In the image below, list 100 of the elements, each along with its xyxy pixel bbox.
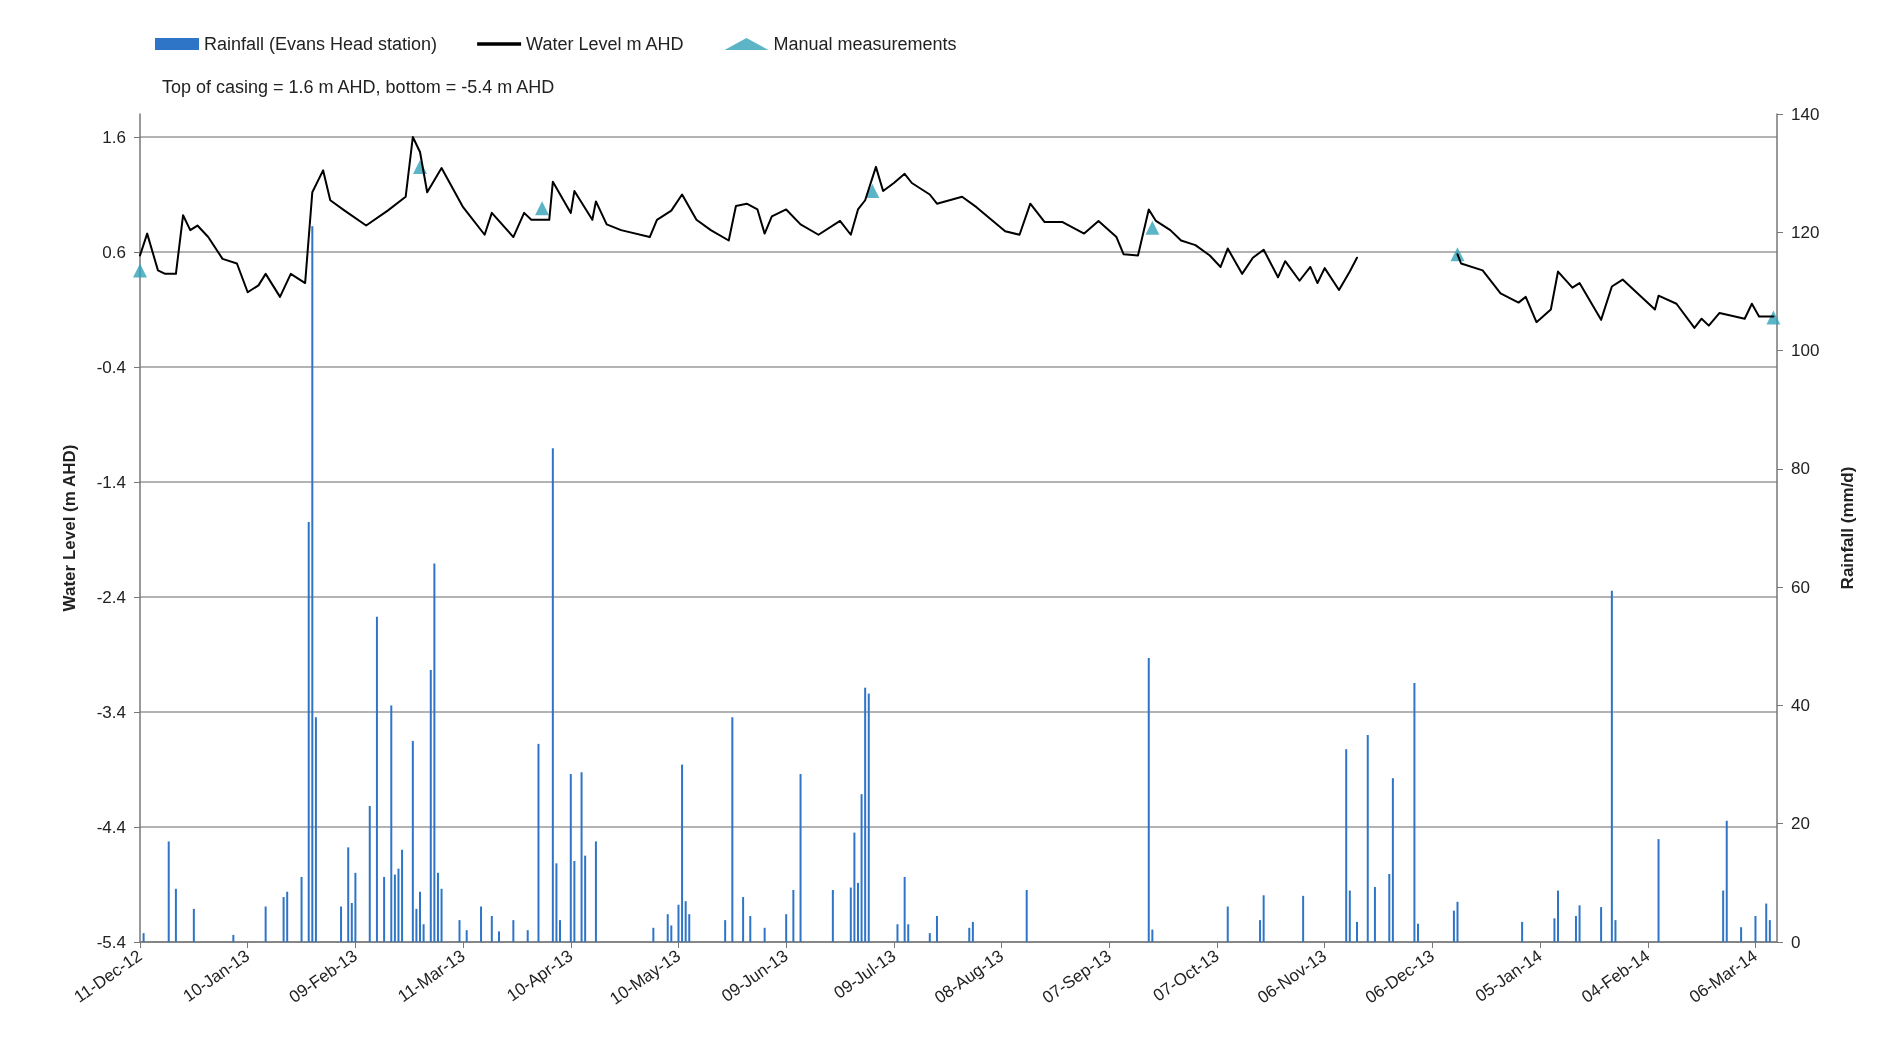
bar (1754, 915, 1757, 942)
y-tick-label: -2.4 (96, 587, 126, 607)
bar (763, 927, 766, 942)
y-axis-title: Water Level (m AHD) (60, 444, 79, 612)
bar (853, 832, 856, 942)
bar (896, 924, 899, 942)
bar (1553, 918, 1556, 942)
bar (1348, 890, 1351, 942)
y-tick-label: -5.4 (96, 932, 126, 952)
bar (1765, 903, 1768, 942)
bar (1417, 923, 1420, 942)
bar (465, 930, 468, 942)
bar (1768, 920, 1771, 942)
bar (968, 927, 971, 942)
bar (311, 226, 314, 942)
bar (652, 927, 655, 942)
bar (867, 693, 870, 942)
bar (831, 889, 834, 942)
bar (1262, 895, 1265, 942)
bar (1574, 915, 1577, 942)
bar (1147, 658, 1150, 942)
bar (1456, 901, 1459, 942)
bar (559, 920, 562, 942)
y2-tick-label: 0 (1791, 932, 1801, 952)
bar (785, 914, 788, 942)
bar (314, 717, 317, 942)
bar (490, 915, 493, 942)
bar (903, 876, 906, 942)
point (535, 201, 550, 216)
y2-tick-label: 100 (1791, 341, 1820, 361)
bar (419, 891, 422, 942)
bar (742, 897, 745, 942)
legend-label: Rainfall (Evans Head station) (204, 34, 438, 54)
legend-label: Water Level m AHD (526, 34, 684, 54)
bar (300, 876, 303, 942)
y-tick-label: -1.4 (96, 472, 126, 492)
bar (971, 921, 974, 942)
bar (856, 882, 859, 942)
bar (724, 920, 727, 942)
bar (167, 841, 170, 942)
point (1145, 220, 1160, 235)
bar (480, 906, 483, 942)
point (133, 263, 147, 278)
bar (411, 740, 414, 942)
bar (1600, 907, 1603, 942)
bar (551, 448, 554, 942)
y2-axis-title: Rainfall (mm/d) (1838, 466, 1857, 590)
bar (512, 920, 515, 942)
y2-tick-label: 20 (1791, 814, 1810, 834)
bar (354, 872, 357, 942)
bar (1740, 927, 1743, 942)
bar (1302, 895, 1305, 942)
bar (375, 616, 378, 942)
legend-label: Manual measurements (773, 34, 957, 54)
bar (232, 934, 235, 942)
bar (1657, 839, 1660, 942)
y-tick-label: -0.4 (96, 357, 126, 377)
text: Top of casing = 1.6 m AHD, bottom = -5.4 m AHD (162, 77, 555, 97)
bar (1373, 887, 1376, 942)
bar (440, 888, 443, 942)
bar (526, 930, 529, 942)
bar (569, 774, 572, 942)
bar (928, 933, 931, 942)
y-tick-label: 0.6 (102, 242, 126, 262)
bar (286, 891, 289, 942)
bar (174, 888, 177, 942)
bar (1391, 778, 1394, 942)
bar (792, 889, 795, 942)
bar (142, 933, 145, 942)
bar (1725, 820, 1728, 942)
bar (192, 908, 195, 942)
bar (383, 876, 386, 942)
bar (347, 847, 350, 942)
y-tick-label: -4.4 (96, 817, 126, 837)
bar (681, 764, 684, 942)
bar (537, 743, 540, 942)
y2-tick-label: 60 (1791, 577, 1810, 597)
y-tick-label: 1.6 (102, 127, 126, 147)
bar (1578, 905, 1581, 942)
bar (458, 920, 461, 942)
y2-tick-label: 40 (1791, 695, 1810, 715)
bar (1388, 873, 1391, 942)
bar (666, 914, 669, 942)
bar (1413, 682, 1416, 942)
y-tick-label: -3.4 (96, 702, 126, 722)
bar (1610, 590, 1613, 942)
bar (401, 849, 404, 942)
bar (935, 915, 938, 942)
bar (799, 774, 802, 942)
bar (422, 924, 425, 942)
bar (1557, 890, 1560, 942)
bar (433, 563, 436, 942)
bar (1259, 920, 1262, 942)
bar (684, 901, 687, 942)
bar (397, 868, 400, 942)
bar (1355, 921, 1358, 942)
bar (368, 805, 371, 942)
bar (864, 687, 867, 942)
bar (436, 872, 439, 942)
bar (580, 772, 583, 942)
